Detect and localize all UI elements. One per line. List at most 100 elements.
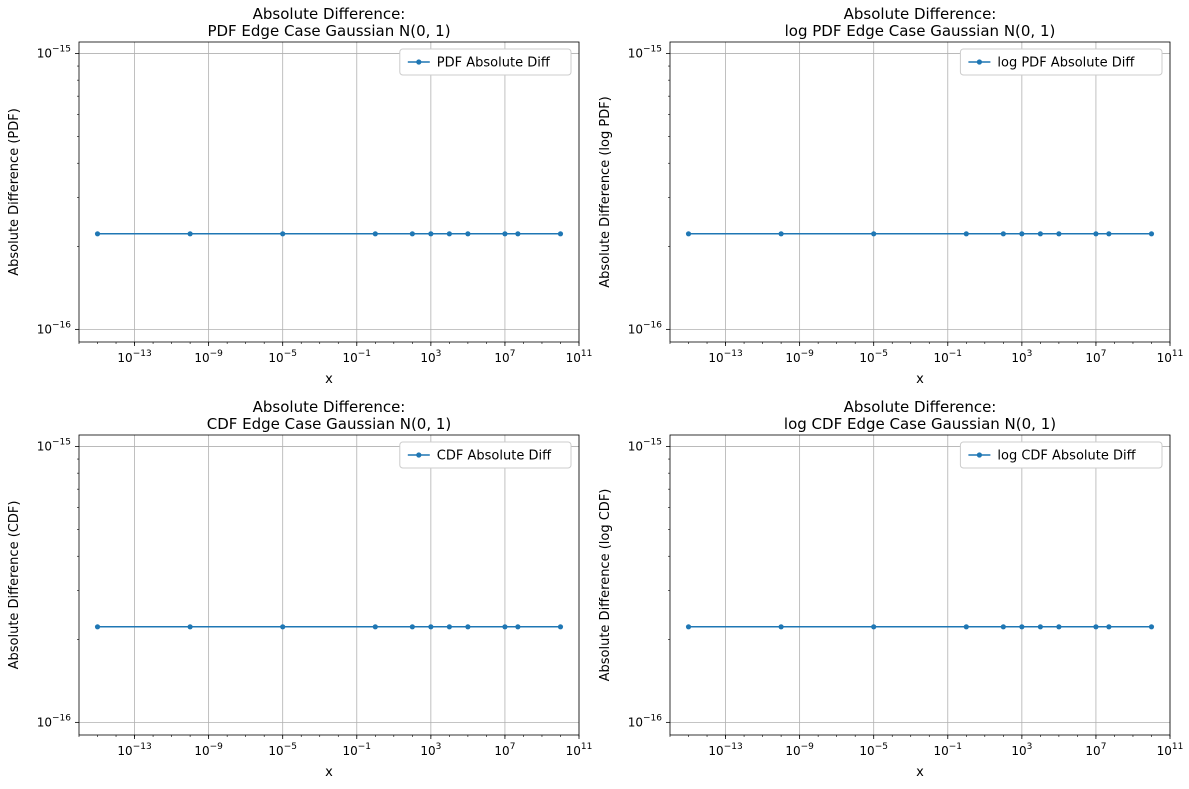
x-tick-label: 103 [420, 742, 441, 758]
data-point [1148, 231, 1155, 237]
data-point [778, 624, 784, 630]
x-tick-label: 107 [1085, 742, 1106, 758]
data-point [465, 624, 471, 630]
x-tick-label: 1011 [566, 349, 593, 365]
data-point [1106, 231, 1112, 237]
x-tick-label: 10−1 [933, 742, 962, 758]
x-tick-label: 107 [494, 349, 515, 365]
data-point [280, 231, 286, 237]
x-tick-label: 10−5 [859, 742, 888, 758]
x-tick-label: 10−13 [117, 349, 151, 365]
legend-label: PDF Absolute Diff [437, 56, 551, 71]
chart-title-line-2: log PDF Edge Case Gaussian N(0, 1) [785, 22, 1056, 40]
legend-marker [976, 59, 983, 65]
x-axis-label: x [325, 372, 333, 387]
data-point [557, 624, 564, 630]
x-tick-label: 10−9 [785, 742, 814, 758]
legend-box [959, 441, 1163, 469]
x-tick-label: 10−9 [194, 349, 223, 365]
data-point [1148, 624, 1155, 630]
legend-box [399, 441, 572, 469]
data-point [685, 624, 692, 630]
chart-panel-4: 10−13 10−9 10−5 10−1 103 107 1011 10−16 10−15 Abs… [598, 398, 1183, 780]
legend-marker [416, 452, 422, 458]
x-axis-label: x [325, 765, 333, 780]
data-point [372, 624, 378, 630]
data-point [446, 624, 452, 630]
axes-frame [669, 41, 1171, 343]
data-point [280, 624, 286, 630]
x-tick-label: 10−1 [342, 349, 371, 365]
data-point [1106, 624, 1112, 630]
x-tick-label: 1011 [1157, 742, 1184, 758]
y-tick-label: 10−16 [628, 713, 663, 729]
legend-box [959, 48, 1163, 76]
data-point [502, 231, 508, 237]
data-point [428, 231, 434, 237]
data-point [409, 624, 415, 630]
x-tick-label: 10−5 [268, 742, 297, 758]
data-point [963, 231, 969, 237]
x-tick-label: 10−9 [194, 742, 223, 758]
chart-title-line-2: log CDF Edge Case Gaussian N(0, 1) [784, 415, 1056, 433]
data-point [187, 624, 193, 630]
y-tick-label: 10−15 [37, 44, 71, 60]
data-point [557, 231, 564, 237]
axes-frame [78, 41, 580, 343]
data-point [187, 231, 193, 237]
data-point [465, 231, 471, 237]
x-tick-label: 10−5 [268, 349, 297, 365]
chart-panel-1: 10−13 10−9 10−5 10−1 103 107 1011 10−16 10−15 Abs… [7, 5, 592, 387]
chart-panel-2: 10−13 10−9 10−5 10−1 103 107 1011 10−16 10−15 Abs… [598, 5, 1183, 387]
x-tick-label: 10−13 [708, 349, 742, 365]
data-point [409, 231, 415, 237]
legend-label: log CDF Absolute Diff [997, 449, 1136, 464]
y-axis-label: Absolute Difference (log PDF) [598, 96, 613, 288]
chart-title-line-2: PDF Edge Case Gaussian N(0, 1) [207, 22, 450, 40]
x-tick-label: 10−1 [933, 349, 962, 365]
x-tick-label: 10−9 [785, 349, 814, 365]
x-tick-label: 107 [1085, 349, 1106, 365]
legend: log PDF Absolute Diff [959, 48, 1163, 76]
axes-frame [669, 434, 1171, 736]
data-point [963, 624, 969, 630]
data-point [94, 624, 101, 630]
x-tick-label: 1011 [1157, 349, 1184, 365]
chart-title-line-2: CDF Edge Case Gaussian N(0, 1) [207, 415, 452, 433]
data-point [1000, 231, 1006, 237]
data-point [778, 231, 784, 237]
data-point [1000, 624, 1006, 630]
data-point [871, 624, 877, 630]
data-point [428, 624, 434, 630]
data-point [515, 624, 521, 630]
x-tick-label: 103 [1011, 742, 1032, 758]
data-point [685, 231, 692, 237]
y-tick-label: 10−16 [37, 320, 72, 336]
legend-marker [416, 59, 422, 65]
data-point [94, 231, 101, 237]
x-tick-label: 1011 [566, 742, 593, 758]
y-tick-label: 10−16 [37, 713, 72, 729]
x-tick-label: 107 [494, 742, 515, 758]
x-tick-label: 10−1 [342, 742, 371, 758]
y-tick-label: 10−16 [628, 320, 663, 336]
x-axis-label: x [916, 765, 924, 780]
data-point [1037, 231, 1043, 237]
x-tick-label: 103 [1011, 349, 1032, 365]
data-point [446, 231, 452, 237]
legend: PDF Absolute Diff [399, 48, 572, 76]
data-point [1019, 624, 1025, 630]
data-point [1093, 624, 1099, 630]
y-axis-label: Absolute Difference (CDF) [7, 501, 22, 670]
data-point [1019, 231, 1025, 237]
chart-panel-3: 10−13 10−9 10−5 10−1 103 107 1011 10−16 10−15 Abs… [7, 398, 592, 780]
data-point [1056, 624, 1062, 630]
data-point [1056, 231, 1062, 237]
chart-title-line-1: Absolute Difference: [253, 5, 406, 23]
legend-box [399, 48, 572, 76]
y-tick-label: 10−15 [37, 437, 71, 453]
y-axis-label: Absolute Difference (log CDF) [598, 489, 613, 682]
chart-title-line-1: Absolute Difference: [844, 5, 997, 23]
x-axis-label: x [916, 372, 924, 387]
data-point [1037, 624, 1043, 630]
